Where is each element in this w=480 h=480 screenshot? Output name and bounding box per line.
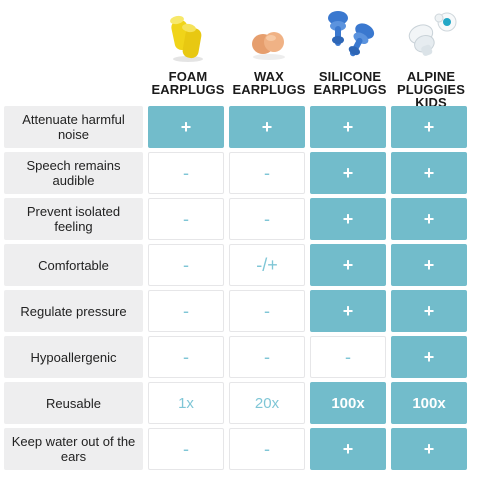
- table-cell: 20x: [229, 382, 305, 424]
- cell-value: -: [264, 346, 270, 367]
- cell-value: +: [261, 116, 273, 137]
- alpine-pluggies-icon: [393, 6, 469, 64]
- product-name: ALPINE PLUGGIES KIDS: [397, 69, 465, 110]
- product-alpine: ALPINE PLUGGIES KIDS: [393, 4, 469, 109]
- cell-value: -: [183, 438, 189, 459]
- table-cell: 100x: [310, 382, 386, 424]
- table-cell: -: [229, 290, 305, 332]
- cell-value: +: [423, 116, 435, 137]
- cell-value: -: [264, 208, 270, 229]
- table-cell: -: [148, 290, 224, 332]
- foam-earplug-icon: [150, 6, 226, 64]
- table-row: Comfortable - -/+ + +: [4, 244, 468, 286]
- table-cell: -: [148, 244, 224, 286]
- comparison-rows: Attenuate harmful noise + + + + Speech remain…: [4, 106, 468, 470]
- feature-label: Comfortable: [4, 244, 143, 286]
- cell-value: -: [264, 300, 270, 321]
- cell-value: 1x: [178, 394, 194, 412]
- cell-value: -: [183, 300, 189, 321]
- cell-value: +: [423, 162, 435, 183]
- table-cell: 100x: [391, 382, 467, 424]
- table-cell: +: [229, 106, 305, 148]
- table-cell: -: [310, 336, 386, 378]
- table-cell: +: [310, 198, 386, 240]
- table-row: Reusable 1x 20x 100x 100x: [4, 382, 468, 424]
- cell-value: +: [423, 254, 435, 275]
- table-cell: -: [148, 428, 224, 470]
- table-cell: +: [148, 106, 224, 148]
- cell-value: +: [180, 116, 192, 137]
- table-row: Hypoallergenic - - - +: [4, 336, 468, 378]
- table-cell: +: [391, 198, 467, 240]
- table-cell: +: [310, 290, 386, 332]
- cell-value: -: [183, 208, 189, 229]
- cell-value: -: [264, 438, 270, 459]
- table-cell: 1x: [148, 382, 224, 424]
- table-cell: +: [310, 106, 386, 148]
- table-cell: +: [310, 244, 386, 286]
- cell-value: -: [264, 162, 270, 183]
- product-name: WAX EARPLUGS: [232, 69, 306, 97]
- table-cell: -: [148, 198, 224, 240]
- feature-label: Speech remains audible: [4, 152, 143, 194]
- cell-value: 100x: [412, 394, 446, 412]
- product-name: FOAM EARPLUGS: [151, 69, 225, 97]
- table-cell: -: [148, 336, 224, 378]
- feature-label: Attenuate harmful noise: [4, 106, 143, 148]
- cell-value: +: [342, 300, 354, 321]
- cell-value: 100x: [331, 394, 365, 412]
- wax-earplug-icon: [231, 6, 307, 64]
- cell-value: -: [345, 346, 351, 367]
- silicone-earplug-icon: [312, 6, 388, 64]
- feature-label: Keep water out of the ears: [4, 428, 143, 470]
- cell-value: +: [423, 208, 435, 229]
- cell-value: -/+: [256, 254, 278, 275]
- table-cell: +: [391, 290, 467, 332]
- cell-value: +: [423, 438, 435, 459]
- table-row: Attenuate harmful noise + + + +: [4, 106, 468, 148]
- product-wax: WAX EARPLUGS: [231, 4, 307, 102]
- table-cell: +: [310, 152, 386, 194]
- cell-value: +: [342, 208, 354, 229]
- table-cell: +: [310, 428, 386, 470]
- table-cell: -: [229, 152, 305, 194]
- feature-label: Hypoallergenic: [4, 336, 143, 378]
- table-row: Speech remains audible - - + +: [4, 152, 468, 194]
- table-cell: -: [229, 428, 305, 470]
- table-row: Regulate pressure - - + +: [4, 290, 468, 332]
- table-cell: -/+: [229, 244, 305, 286]
- table-cell: +: [391, 428, 467, 470]
- cell-value: -: [183, 346, 189, 367]
- table-row: Prevent isolated feeling - - + +: [4, 198, 468, 240]
- feature-label: Prevent isolated feeling: [4, 198, 143, 240]
- cell-value: +: [342, 162, 354, 183]
- product-foam: FOAM EARPLUGS: [150, 4, 226, 102]
- cell-value: 20x: [254, 394, 280, 412]
- cell-value: -: [183, 162, 189, 183]
- cell-value: +: [342, 254, 354, 275]
- table-cell: +: [391, 244, 467, 286]
- table-cell: +: [391, 336, 467, 378]
- table-cell: -: [229, 198, 305, 240]
- table-cell: +: [391, 152, 467, 194]
- product-name: SILICONE EARPLUGS: [313, 69, 387, 97]
- feature-label: Reusable: [4, 382, 143, 424]
- table-cell: -: [229, 336, 305, 378]
- table-cell: -: [148, 152, 224, 194]
- feature-label: Regulate pressure: [4, 290, 143, 332]
- cell-value: +: [342, 116, 354, 137]
- product-header: FOAM EARPLUGS WAX EARPLUGS: [150, 4, 469, 109]
- cell-value: -: [183, 254, 189, 275]
- cell-value: +: [342, 438, 354, 459]
- cell-value: +: [423, 346, 435, 367]
- product-silicone: SILICONE EARPLUGS: [312, 4, 388, 102]
- table-cell: +: [391, 106, 467, 148]
- table-row: Keep water out of the ears - - + +: [4, 428, 468, 470]
- cell-value: +: [423, 300, 435, 321]
